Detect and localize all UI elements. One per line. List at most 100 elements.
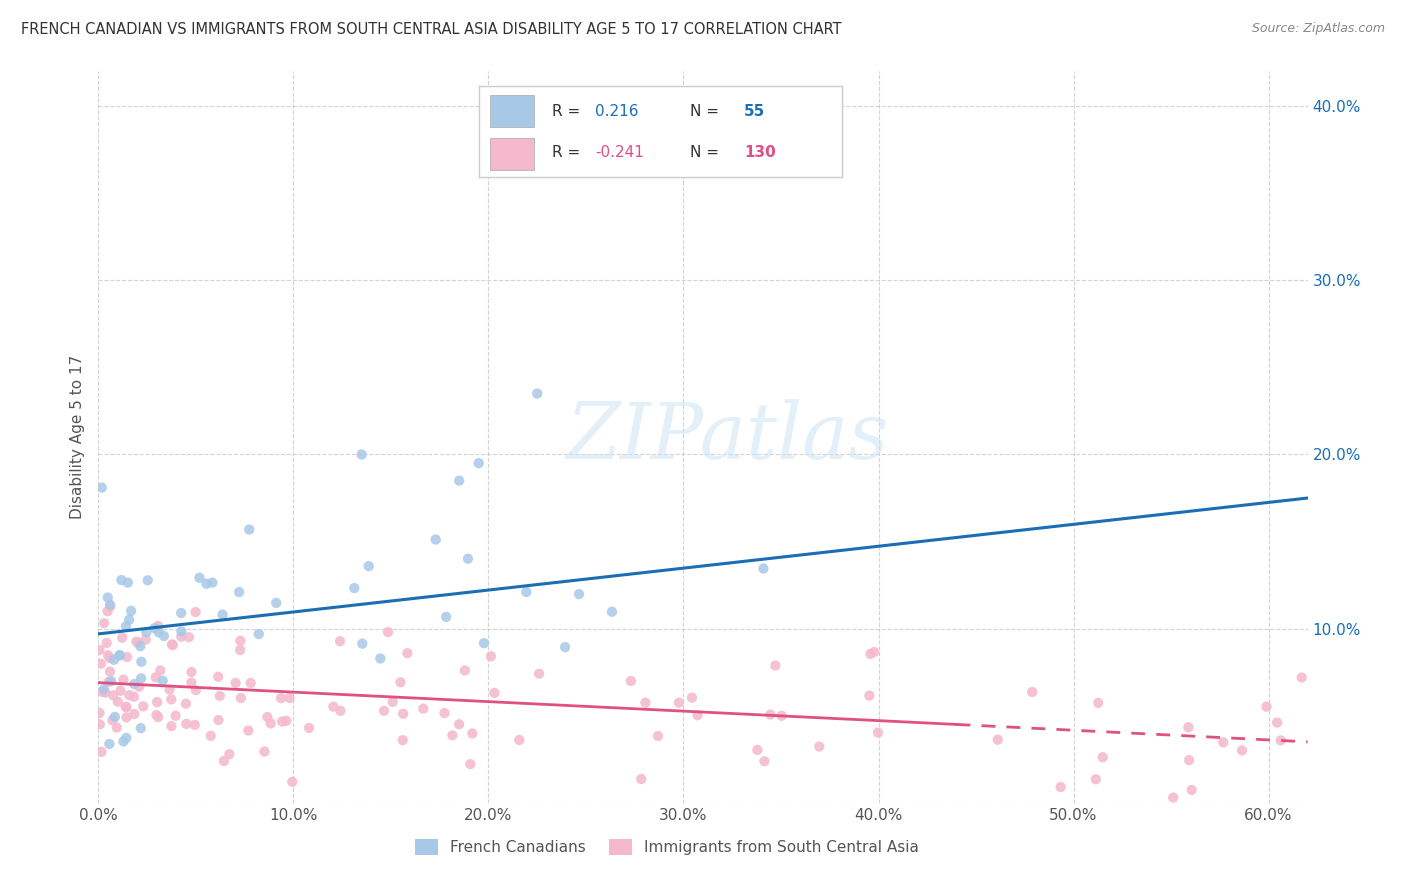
Point [122, 677, 145, 691]
Point [98, 598, 121, 612]
Point [322, 699, 344, 714]
Point [160, 637, 183, 651]
Point [93, 616, 115, 631]
Point [89, 717, 111, 731]
Point [858, 689, 880, 703]
Point [343, 581, 366, 595]
Point [200, 729, 222, 743]
Point [98, 651, 121, 665]
Point [357, 559, 380, 574]
Point [107, 695, 129, 709]
Point [229, 633, 252, 648]
Point [866, 725, 889, 739]
Point [110, 573, 132, 587]
Point [352, 637, 374, 651]
Point [132, 699, 155, 714]
Point [1256, 699, 1278, 714]
Point [145, 670, 167, 684]
Point [686, 708, 709, 723]
Point [103, 653, 125, 667]
Point [568, 587, 591, 601]
Point [208, 689, 231, 703]
Point [148, 625, 170, 640]
Point [329, 634, 352, 648]
Point [392, 706, 415, 721]
Point [754, 754, 776, 768]
Point [225, 676, 247, 690]
Point [479, 649, 502, 664]
Point [112, 734, 135, 748]
Point [97, 591, 120, 605]
Point [381, 695, 404, 709]
Point [484, 686, 506, 700]
Point [125, 634, 148, 648]
Point [1270, 733, 1292, 747]
Point [434, 610, 457, 624]
Point [207, 670, 229, 684]
Point [461, 726, 484, 740]
Point [396, 646, 419, 660]
Point [1091, 750, 1114, 764]
Point [808, 739, 831, 754]
Point [1265, 715, 1288, 730]
Point [97, 648, 120, 663]
Point [433, 706, 456, 720]
Point [329, 704, 352, 718]
Point [238, 523, 260, 537]
Point [271, 714, 294, 729]
Point [101, 713, 124, 727]
Point [188, 571, 211, 585]
Point [180, 665, 202, 679]
Point [180, 675, 202, 690]
Point [100, 674, 122, 689]
Point [98, 599, 121, 614]
Point [165, 708, 187, 723]
Point [281, 774, 304, 789]
Point [1087, 696, 1109, 710]
Point [752, 561, 775, 575]
Point [228, 585, 250, 599]
Point [276, 714, 298, 728]
Point [143, 621, 166, 635]
Point [148, 710, 170, 724]
Point [391, 733, 413, 747]
Point [859, 647, 882, 661]
Point [118, 613, 141, 627]
Point [115, 619, 138, 633]
Point [129, 721, 152, 735]
Point [201, 575, 224, 590]
Text: ZIPatlas: ZIPatlas [567, 399, 889, 475]
Point [207, 713, 229, 727]
Point [449, 474, 471, 488]
Point [101, 688, 124, 702]
Point [97, 604, 120, 618]
Point [668, 696, 690, 710]
Point [145, 708, 167, 723]
Point [270, 691, 292, 706]
Point [104, 710, 127, 724]
Point [90, 745, 112, 759]
Point [128, 680, 150, 694]
Point [96, 636, 118, 650]
Point [170, 624, 193, 639]
Point [630, 772, 652, 786]
Point [218, 747, 240, 761]
Point [457, 551, 479, 566]
Point [135, 632, 157, 647]
Point [118, 688, 141, 702]
Point [1178, 753, 1201, 767]
Point [212, 754, 235, 768]
Point [987, 732, 1010, 747]
Point [247, 627, 270, 641]
Point [115, 710, 138, 724]
Point [184, 605, 207, 619]
Point [763, 658, 786, 673]
Point [120, 604, 142, 618]
Point [129, 639, 152, 653]
Point [278, 691, 301, 706]
Point [1230, 743, 1253, 757]
Point [174, 697, 197, 711]
Point [124, 706, 146, 721]
Point [377, 625, 399, 640]
Point [136, 574, 159, 588]
